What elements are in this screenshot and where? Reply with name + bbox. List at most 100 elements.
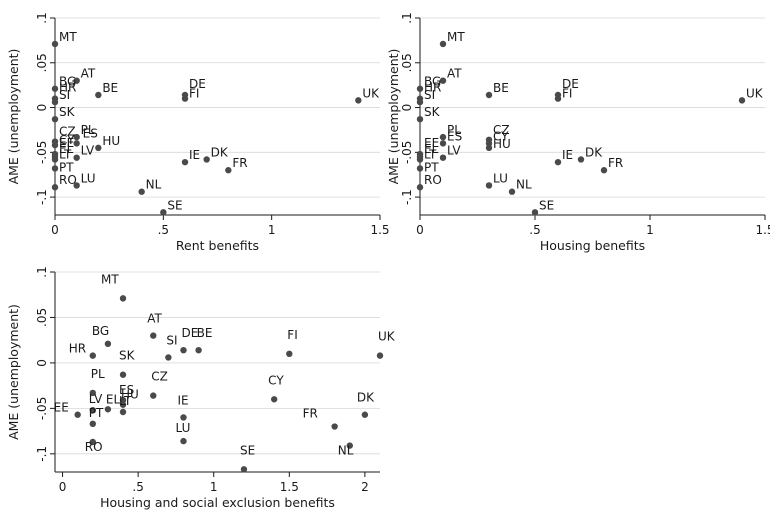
x-tick-label: 1.5 <box>280 480 299 494</box>
point-at <box>150 332 157 339</box>
x-tick-label: 1 <box>646 223 654 237</box>
point-label-ee: EE <box>424 136 439 150</box>
y-axis-title: AME (unemployment) <box>6 49 21 185</box>
point-label-se: SE <box>240 443 255 457</box>
point-label-lt: LT <box>424 147 437 161</box>
point-label-fi: FI <box>562 87 572 101</box>
point-label-pl: PL <box>447 123 461 137</box>
point-label-lv: LV <box>89 392 103 406</box>
point-si <box>416 98 424 106</box>
point-lu <box>485 182 493 189</box>
x-tick-label: 1 <box>268 223 276 237</box>
point-at <box>73 77 80 84</box>
point-ro <box>89 438 96 446</box>
point-label-lv: LV <box>81 144 95 158</box>
point-label-uk: UK <box>378 330 396 344</box>
point-label-lt: LT <box>119 394 132 408</box>
point-label-ee: EE <box>59 136 74 150</box>
point-ee <box>74 411 81 418</box>
point-label-hr: HR <box>69 342 86 356</box>
point-label-at: AT <box>447 67 462 81</box>
point-label-be: BE <box>197 326 213 340</box>
point-nl <box>346 442 353 449</box>
x-tick-label: 2 <box>361 480 369 494</box>
point-label-bg: BG <box>92 324 109 338</box>
point-label-si: SI <box>424 88 435 102</box>
y-tick-label: -.05 <box>400 141 414 164</box>
point-cy <box>270 396 278 403</box>
y-tick-label: .1 <box>35 12 49 23</box>
point-es <box>119 396 127 404</box>
y-tick-label: 0 <box>35 359 49 367</box>
point-label-uk: UK <box>362 86 380 100</box>
point-label-fi: FI <box>189 87 199 101</box>
point-pt <box>416 165 424 172</box>
point-fr <box>225 167 232 174</box>
point-fr <box>331 423 338 430</box>
point-label-hu: HU <box>493 137 511 151</box>
point-label-cz: CZ <box>151 370 168 384</box>
point-lt <box>416 156 424 163</box>
point-lu <box>180 437 187 445</box>
point-label-se: SE <box>167 198 182 212</box>
point-es <box>439 140 447 147</box>
point-mt <box>439 40 447 48</box>
point-mt <box>119 295 127 302</box>
point-label-de: DE <box>562 77 579 91</box>
point-label-be: BE <box>102 81 118 95</box>
y-tick-label: -.1 <box>35 189 49 205</box>
point-lv <box>439 154 447 161</box>
point-label-dk: DK <box>585 145 603 159</box>
point-sk <box>51 115 59 123</box>
point-label-hr: HR <box>59 81 76 95</box>
point-uk <box>355 97 362 104</box>
point-label-nl: NL <box>338 444 354 458</box>
point-label-se: SE <box>539 198 554 212</box>
point-label-de: DE <box>181 326 198 340</box>
point-se <box>531 209 539 216</box>
point-label-uk: UK <box>746 86 764 100</box>
point-hr <box>89 352 96 359</box>
point-lv <box>73 154 80 161</box>
point-label-ie: IE <box>562 148 573 162</box>
point-label-ro: RO <box>85 440 103 454</box>
point-bg <box>416 85 424 92</box>
y-tick-label: 0 <box>400 104 414 112</box>
y-axis-title: AME (unemployment) <box>386 49 401 185</box>
point-cz <box>150 392 157 399</box>
point-label-cz: CZ <box>493 123 510 137</box>
point-label-mt: MT <box>447 30 465 44</box>
point-bg <box>104 340 112 348</box>
point-label-el: EL <box>106 392 121 406</box>
point-label-cy: CY <box>493 129 509 143</box>
x-axis-title: Rent benefits <box>176 238 259 253</box>
point-se <box>240 466 248 473</box>
point-label-pl: PL <box>81 123 95 137</box>
point-de <box>180 346 187 354</box>
x-tick-label: 0 <box>416 223 424 237</box>
point-label-el: EL <box>424 142 439 156</box>
point-label-lv: LV <box>447 144 461 158</box>
point-label-ie: IE <box>189 148 200 162</box>
point-label-lu: LU <box>81 171 96 185</box>
point-label-ro: RO <box>424 173 442 187</box>
point-hu <box>95 144 102 152</box>
x-tick-label: .5 <box>132 480 143 494</box>
point-label-es: ES <box>447 129 462 143</box>
point-at <box>439 77 447 84</box>
point-pt <box>89 420 96 428</box>
point-hu <box>119 401 127 408</box>
point-ie <box>180 414 187 421</box>
point-label-pl: PL <box>91 367 105 381</box>
point-lv <box>89 406 96 414</box>
point-uk <box>738 97 746 104</box>
scatter-panel-1: -.1 -.05 0 .05 .1 0 .5 1 1.5 AME (unemployment) Re… <box>6 12 390 253</box>
point-label-cy: CY <box>59 133 75 147</box>
point-fi <box>181 95 189 102</box>
point-be <box>95 91 102 99</box>
point-sk <box>416 115 424 123</box>
point-label-lt: LT <box>59 147 72 161</box>
point-label-si: SI <box>166 333 177 347</box>
point-label-dk: DK <box>357 391 375 405</box>
x-tick-label: 1.5 <box>370 223 389 237</box>
